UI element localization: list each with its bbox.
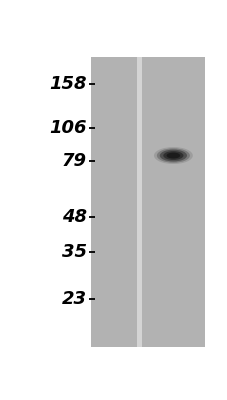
Ellipse shape xyxy=(156,148,189,163)
Ellipse shape xyxy=(159,150,186,162)
Text: 23: 23 xyxy=(62,290,86,308)
Ellipse shape xyxy=(163,151,183,160)
Bar xyxy=(142,57,204,347)
Text: 106: 106 xyxy=(49,119,86,137)
Ellipse shape xyxy=(166,152,179,158)
Text: 48: 48 xyxy=(62,208,86,226)
Text: 79: 79 xyxy=(62,152,86,170)
Ellipse shape xyxy=(153,147,192,164)
Text: 158: 158 xyxy=(49,74,86,92)
Bar xyxy=(91,57,137,347)
Bar xyxy=(137,57,142,347)
Text: 35: 35 xyxy=(62,243,86,261)
